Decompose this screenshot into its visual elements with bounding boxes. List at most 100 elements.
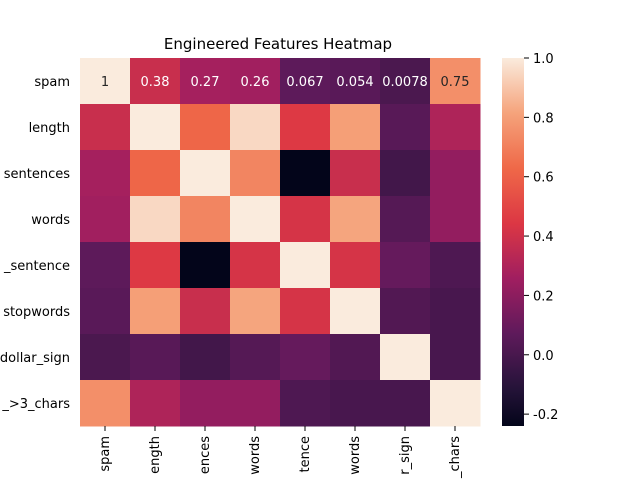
heatmap-cells (80, 58, 481, 427)
heatmap-cell (80, 288, 131, 335)
heatmap-cell (430, 196, 481, 243)
heatmap-cell (380, 380, 431, 427)
row-label: _sentence (3, 259, 70, 274)
heatmap-cell (280, 242, 331, 289)
heatmap-cell (430, 380, 481, 427)
colorbar-tick-label: 0.2 (533, 289, 554, 304)
heatmap-cell (330, 150, 381, 197)
heatmap-cell (180, 150, 231, 197)
column-label: r_sign (398, 436, 413, 475)
colorbar-tick-label: 0.0 (533, 349, 554, 364)
heatmap-cell (130, 196, 181, 243)
heatmap-cell (330, 380, 381, 427)
heatmap-cell (230, 380, 281, 427)
heatmap-cell (380, 196, 431, 243)
column-labels: spam ength ences words tence words r_sign _char… (98, 426, 463, 479)
heatmap-cell (330, 288, 381, 335)
row-label: _>3_chars (1, 397, 70, 412)
heatmap-cell (380, 150, 431, 197)
heatmap-cell (380, 58, 431, 105)
colorbar-tick-label: -0.2 (533, 408, 558, 423)
heatmap-cell (80, 334, 131, 381)
colorbar-tick-label: 0.6 (533, 171, 554, 186)
row-label: spam (34, 75, 70, 90)
heatmap-cell (330, 242, 381, 289)
heatmap-cell (430, 58, 481, 105)
heatmap-cell (180, 58, 231, 105)
heatmap-cell (180, 104, 231, 151)
heatmap-cell (180, 242, 231, 289)
heatmap-cell (230, 334, 281, 381)
heatmap-cell (230, 242, 281, 289)
heatmap-cell (180, 380, 231, 427)
colorbar-tick-label: 1.0 (533, 52, 554, 67)
heatmap-cell (380, 104, 431, 151)
heatmap-cell (80, 196, 131, 243)
heatmap-cell (330, 104, 381, 151)
row-label: length (29, 121, 70, 136)
heatmap-cell (430, 150, 481, 197)
heatmap-cell (180, 196, 231, 243)
heatmap-cell (130, 288, 181, 335)
colorbar-ticks: -0.2 0.0 0.2 0.4 0.6 0.8 1.0 (524, 52, 558, 423)
heatmap-cell (280, 380, 331, 427)
heatmap-cell (130, 150, 181, 197)
column-label: tence (298, 436, 313, 472)
cell-annotation: 0.054 (336, 75, 373, 90)
heatmap-cell (280, 196, 331, 243)
row-labels: spam length sentences words _sentencestopwor… (0, 75, 70, 412)
heatmap-cell (430, 288, 481, 335)
chart-title: Engineered Features Heatmap (164, 35, 392, 53)
column-label: words (248, 436, 263, 475)
column-label: ength (148, 436, 163, 474)
column-label: words (348, 436, 363, 475)
cell-annotation: 0.26 (241, 75, 270, 90)
row-label: stopwords (3, 305, 70, 320)
row-label: dollar_sign (0, 351, 70, 366)
column-label: _chars (448, 436, 463, 479)
heatmap-cell (280, 150, 331, 197)
cell-annotation: 0.27 (191, 75, 220, 90)
heatmap-cell (130, 242, 181, 289)
cell-annotation: 0.067 (286, 75, 323, 90)
heatmap-cell (230, 196, 281, 243)
column-label: ences (198, 436, 213, 474)
column-label: spam (98, 436, 113, 472)
cell-annotation: 0.75 (441, 75, 470, 90)
heatmap-cell (430, 242, 481, 289)
heatmap-cell (130, 104, 181, 151)
cell-annotation: 0.38 (141, 75, 170, 90)
heatmap-cell (230, 288, 281, 335)
row-label: words (31, 213, 70, 228)
heatmap-cell (80, 242, 131, 289)
heatmap-cell (280, 104, 331, 151)
heatmap-cell (280, 288, 331, 335)
colorbar-tick-label: 0.4 (533, 230, 554, 245)
heatmap-cell (180, 288, 231, 335)
colorbar-tick-label: 0.8 (533, 111, 554, 126)
heatmap-cell (280, 334, 331, 381)
heatmap-cell (230, 58, 281, 105)
heatmap-cell (430, 104, 481, 151)
heatmap-cell (330, 58, 381, 105)
heatmap-cell (130, 380, 181, 427)
row-label: sentences (4, 167, 70, 182)
cell-annotation: 1 (101, 75, 109, 90)
heatmap-cell (330, 196, 381, 243)
cell-annotation: 0.0078 (382, 75, 428, 90)
heatmap-cell (380, 334, 431, 381)
heatmap-cell (130, 334, 181, 381)
heatmap-annotations: 1 0.38 0.27 0.26 0.067 0.054 0.0078 0.75 (101, 75, 470, 90)
heatmap-cell (180, 334, 231, 381)
heatmap-cell (430, 334, 481, 381)
colorbar (502, 58, 524, 426)
heatmap-cell (230, 104, 281, 151)
heatmap-cell (230, 150, 281, 197)
heatmap-cell (330, 334, 381, 381)
heatmap-cell (80, 104, 131, 151)
heatmap-cell (380, 288, 431, 335)
heatmap-cell (380, 242, 431, 289)
heatmap-cell (280, 58, 331, 105)
heatmap-cell (80, 380, 131, 427)
